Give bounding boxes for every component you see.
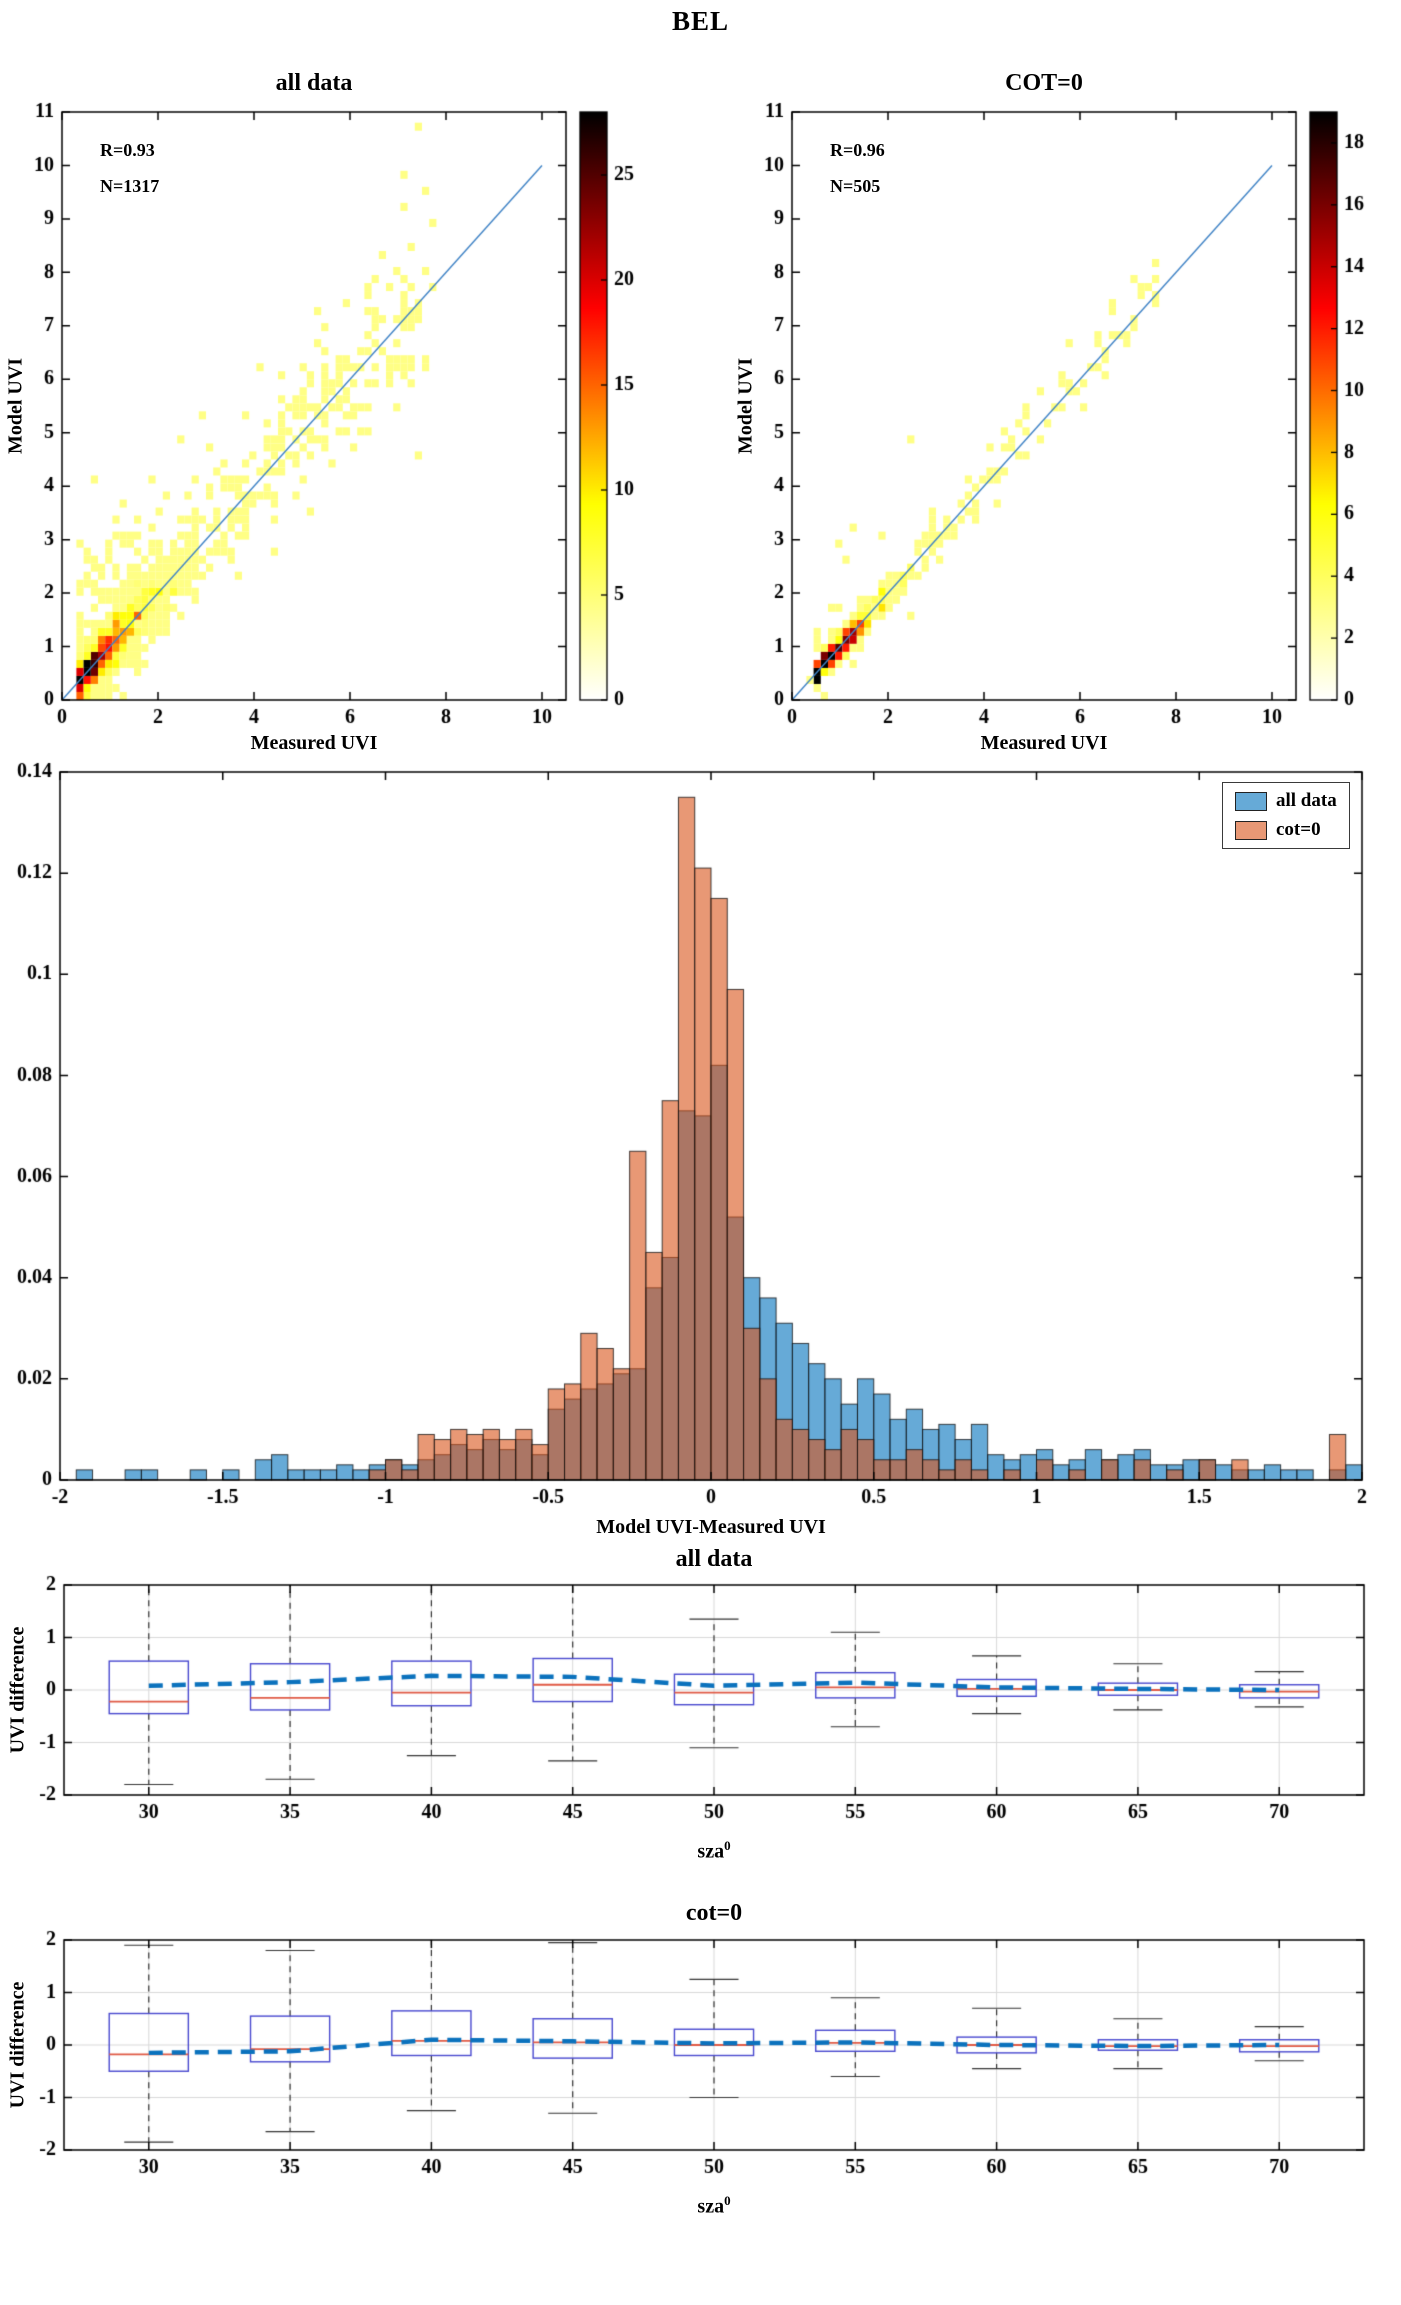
boxplot-cot0-xlabel-text: sza (697, 2195, 725, 2218)
histogram-xlabel: Model UVI-Measured UVI (596, 1516, 826, 1538)
scatter-all-data-n-annotation: N=1317 (100, 176, 160, 196)
legend-item-all-data: all data (1235, 790, 1337, 812)
scatter-cot0-n-annotation: N=505 (830, 176, 881, 196)
boxplot-cot0-xlabel: sza0 (64, 2193, 1364, 2219)
boxplot-all-data-xlabel: sza0 (64, 1838, 1364, 1864)
boxplot-cot0-title: cot=0 (685, 1900, 743, 1926)
legend-label-all-data: all data (1276, 790, 1337, 811)
scatter-all-data-xlabel: Measured UVI (250, 732, 378, 754)
scatter-all-data-r-annotation: R=0.93 (100, 140, 155, 160)
scatter-cot0-xlabel: Measured UVI (980, 732, 1108, 754)
legend-swatch-cot0 (1235, 820, 1267, 840)
scatter-cot0-r-annotation: R=0.96 (830, 140, 885, 160)
legend-item-cot0: cot=0 (1235, 819, 1337, 841)
scatter-all-data-title: all data (275, 70, 353, 96)
scatter-cot0-title: COT=0 (1005, 70, 1083, 96)
boxplot-cot0-xlabel-sup: 0 (724, 2193, 731, 2208)
boxplot-all-data-xlabel-text: sza (697, 1840, 725, 1863)
boxplot-all-data-title: all data (675, 1546, 753, 1572)
boxplot-cot0-ylabel: UVI difference (6, 1981, 29, 2109)
histogram-legend: all data cot=0 (1222, 782, 1350, 849)
boxplot-all-data-ylabel: UVI difference (6, 1626, 29, 1754)
boxplot-all-data-xlabel-sup: 0 (724, 1838, 731, 1853)
legend-label-cot0: cot=0 (1276, 819, 1321, 840)
legend-swatch-all-data (1235, 791, 1267, 811)
scatter-all-data-ylabel: Model UVI (4, 357, 27, 455)
figure-title: BEL (671, 6, 730, 36)
scatter-cot0-ylabel: Model UVI (734, 357, 757, 455)
